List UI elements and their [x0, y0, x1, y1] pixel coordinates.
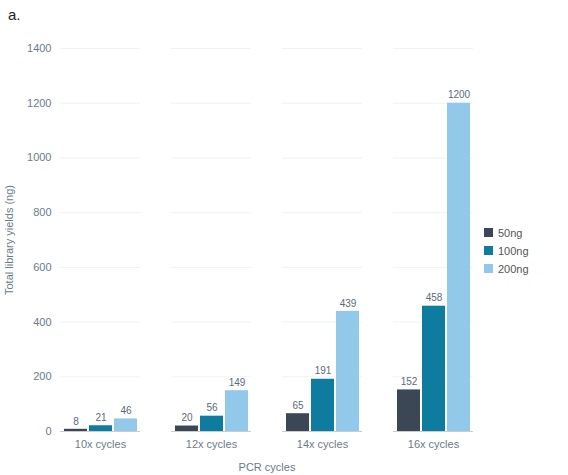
- svg-text:200: 200: [33, 370, 51, 382]
- svg-text:1000: 1000: [27, 151, 51, 163]
- svg-text:1200: 1200: [448, 89, 471, 100]
- svg-text:149: 149: [229, 377, 246, 388]
- svg-text:1200: 1200: [27, 97, 51, 109]
- svg-text:600: 600: [33, 261, 51, 273]
- svg-text:14x cycles: 14x cycles: [297, 438, 349, 450]
- svg-text:56: 56: [206, 402, 218, 413]
- svg-text:400: 400: [33, 316, 51, 328]
- svg-text:Total library yields (ng): Total library yields (ng): [3, 185, 15, 295]
- svg-text:PCR cycles: PCR cycles: [239, 461, 296, 473]
- svg-text:65: 65: [292, 400, 304, 411]
- svg-text:12x cycles: 12x cycles: [186, 438, 238, 450]
- html-text:50ng: 50ng: [498, 226, 523, 239]
- html-text:100ng: 100ng: [498, 244, 529, 257]
- svg-text:1400: 1400: [27, 42, 51, 54]
- svg-text:46: 46: [120, 405, 132, 416]
- svg-text:458: 458: [426, 292, 443, 303]
- html-text:a.: a.: [8, 6, 21, 23]
- svg-text:191: 191: [315, 365, 332, 376]
- svg-text:16x cycles: 16x cycles: [408, 438, 460, 450]
- svg-text:439: 439: [340, 298, 357, 309]
- svg-text:10x cycles: 10x cycles: [75, 438, 127, 450]
- svg-text:20: 20: [181, 412, 193, 423]
- svg-text:152: 152: [401, 376, 418, 387]
- svg-text:21: 21: [95, 412, 107, 423]
- html-text:200ng: 200ng: [498, 262, 529, 275]
- svg-text:0: 0: [45, 425, 51, 437]
- svg-text:8: 8: [73, 416, 79, 427]
- svg-text:800: 800: [33, 206, 51, 218]
